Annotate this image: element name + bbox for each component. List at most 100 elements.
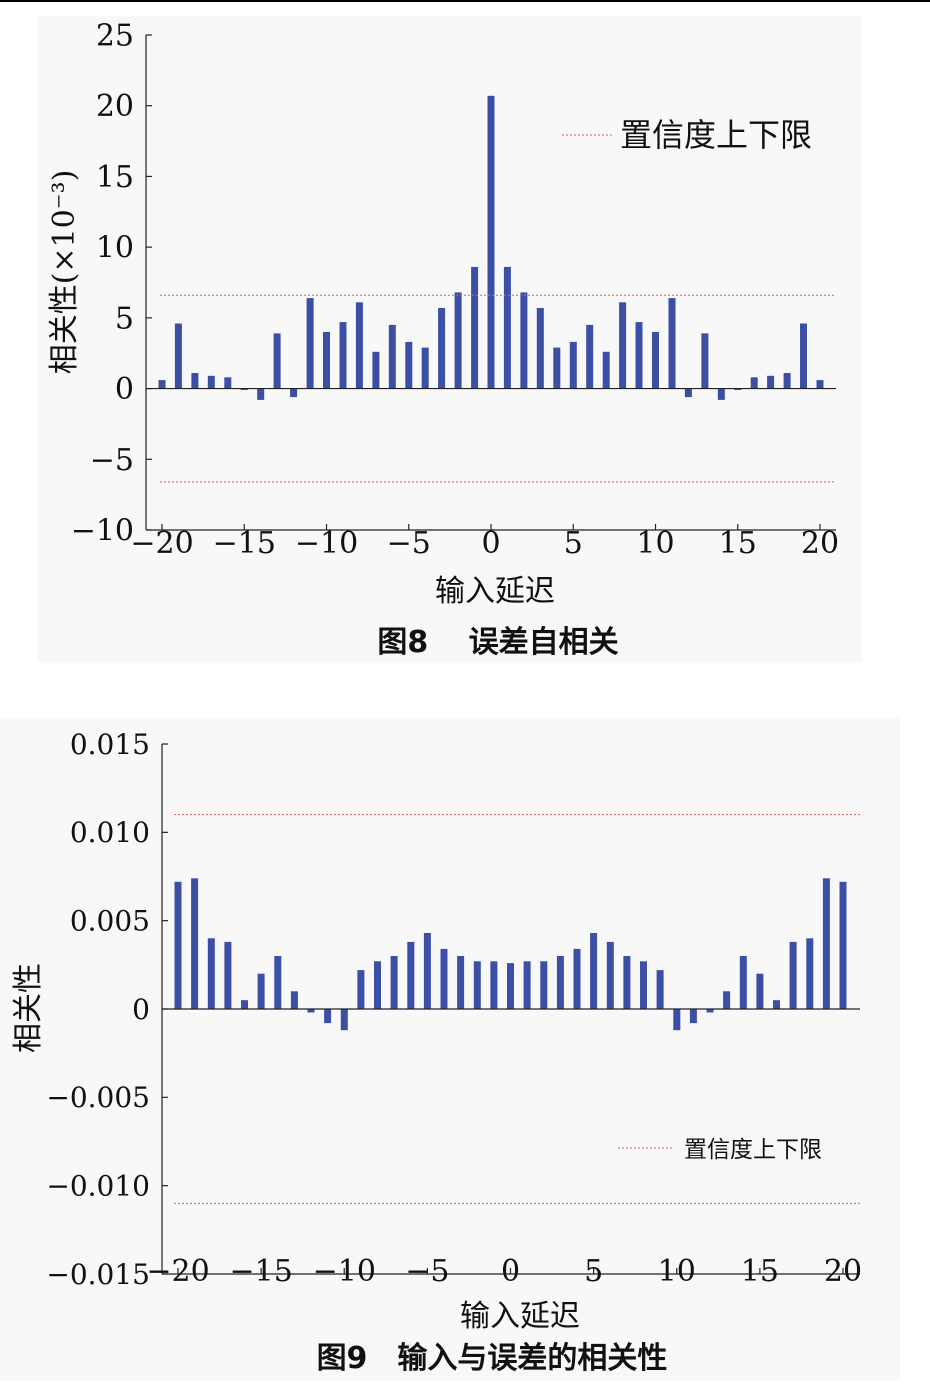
- figure-9-bar: [573, 948, 581, 1009]
- figure-8-bar: [224, 377, 232, 389]
- figure-8-bar: [520, 292, 528, 389]
- figure-9-bar: [540, 961, 548, 1009]
- figure-8-xtick-label: −5: [387, 526, 431, 561]
- figure-8-xtick-label: −10: [295, 526, 358, 561]
- figure-8-bar: [306, 298, 314, 389]
- figure-9-xtick-label: −5: [405, 1254, 449, 1289]
- figure-9-xtick-label: 15: [741, 1254, 779, 1289]
- figure-8-bar: [701, 333, 709, 389]
- figure-8-xtick-label: 20: [801, 526, 839, 561]
- figure-9-bar: [656, 970, 664, 1009]
- figure-9-bar: [723, 991, 731, 1009]
- figure-9-bar: [640, 961, 647, 1009]
- figure-8-xtick-label: 5: [564, 526, 583, 561]
- figure-8-bar: [619, 302, 627, 389]
- figure-9-bar: [773, 1000, 780, 1009]
- figure-9-bar: [706, 1009, 714, 1013]
- figure-9-bar: [307, 1009, 315, 1013]
- figure-8-bar: [783, 373, 791, 389]
- figure-9-bar: [490, 961, 498, 1009]
- figure-9-ytick-label: −0.005: [46, 1081, 150, 1114]
- figure-8-ytick-label: 15: [96, 160, 134, 195]
- figure-8-bar: [355, 302, 363, 389]
- figure-9-bar: [839, 881, 847, 1009]
- figure-8-bar: [668, 298, 676, 389]
- figure-9-xtick-label: 0: [501, 1254, 520, 1289]
- figure-9-bar: [191, 878, 199, 1009]
- figure-8-bar: [257, 388, 265, 400]
- figure-8-bar: [684, 388, 692, 398]
- figure-9-bar: [440, 948, 448, 1009]
- figure-8-bar: [454, 292, 462, 389]
- figure-9-bar: [673, 1009, 681, 1031]
- figure-9-ytick-label: −0.015: [46, 1258, 150, 1291]
- figure-8-bar: [323, 332, 330, 389]
- figure-8-bar: [816, 380, 824, 389]
- figure-8-bar: [273, 333, 281, 389]
- figure-9-bar: [257, 973, 265, 1009]
- figure-9-bar: [756, 973, 764, 1009]
- figure-8-bar: [635, 322, 643, 389]
- figure-8-caption: 图8 误差自相关: [377, 625, 618, 660]
- figure-9-xlabel: 输入延迟: [460, 1299, 580, 1334]
- figure-9-bar: [390, 956, 398, 1009]
- figure-9-legend-label: 置信度上下限: [684, 1137, 822, 1163]
- figure-8-bar: [734, 388, 742, 390]
- figure-8-bar: [240, 388, 248, 390]
- figure-9-bar: [423, 933, 431, 1009]
- figure-9-bar: [340, 1009, 348, 1031]
- figure-8-bar: [586, 324, 594, 389]
- figure-8-xtick-label: 15: [719, 526, 757, 561]
- figure-9-ytick-label: 0.010: [70, 816, 150, 849]
- figure-8-bars: [158, 95, 824, 400]
- figure-9-ytick-label: 0: [132, 993, 150, 1026]
- figure-8-bar: [602, 351, 610, 389]
- figure-8-xtick-label: −20: [130, 526, 193, 561]
- figure-9-bar: [407, 941, 415, 1009]
- figure-8-bar: [536, 308, 544, 389]
- figure-8-bar: [487, 95, 495, 389]
- figure-9-xtick-label: −10: [313, 1254, 376, 1289]
- figure-9-caption: 图9 输入与误差的相关性: [317, 1341, 668, 1376]
- figure-9-xtick-label: 10: [658, 1254, 696, 1289]
- figure-9-bar: [739, 956, 747, 1009]
- figure-9-xtick-label: −15: [229, 1254, 292, 1289]
- figure-8-ytick-label: −5: [90, 443, 134, 478]
- figure-8-bar: [652, 332, 659, 389]
- figure-9-bar: [457, 956, 465, 1009]
- figure-8-bar: [569, 341, 577, 389]
- figure-9-bar: [324, 1009, 332, 1024]
- figure-9-ticks: −0.015 −0.010 −0.005 0 0.005 0.010 0.015 −20 −15…: [46, 728, 862, 1291]
- figure-8-bar: [207, 375, 215, 389]
- figure-8-bar: [471, 266, 479, 389]
- figure-9-ytick-label: −0.010: [46, 1169, 150, 1202]
- figure-9-bar: [822, 878, 830, 1009]
- figure-9-xtick-label: −20: [146, 1254, 209, 1289]
- figure-8-bar: [372, 351, 380, 389]
- figure-8-bar: [503, 266, 511, 389]
- figure-8-xtick-label: 0: [481, 526, 500, 561]
- figure-9-ytick-label: 0.005: [70, 904, 150, 937]
- figure-9-bar: [174, 881, 182, 1009]
- figure-9-bar: [523, 961, 531, 1009]
- figure-8-bar: [388, 324, 396, 389]
- figure-8-xlabel: 输入延迟: [435, 574, 555, 609]
- figure-8-xtick-label: 10: [636, 526, 674, 561]
- figure-9-bar: [290, 991, 298, 1009]
- figure-9-bar: [473, 961, 481, 1009]
- figure-8-bar: [174, 323, 182, 389]
- figure-8-bar: [191, 373, 199, 389]
- figure-9-bar: [241, 1000, 248, 1009]
- figure-9-bar: [556, 956, 564, 1009]
- figure-9-bar: [806, 938, 814, 1009]
- figure-9-ytick-label: 0.015: [70, 728, 150, 761]
- figure-9-bar: [789, 941, 797, 1009]
- figure-9-bar: [207, 938, 215, 1009]
- figure-8-bar: [750, 377, 758, 389]
- figure-8-bar: [339, 322, 347, 389]
- figure-8-ytick-label: 5: [115, 301, 134, 336]
- figure-8-axes: [145, 35, 836, 531]
- figure-9-xtick-label: 20: [824, 1254, 862, 1289]
